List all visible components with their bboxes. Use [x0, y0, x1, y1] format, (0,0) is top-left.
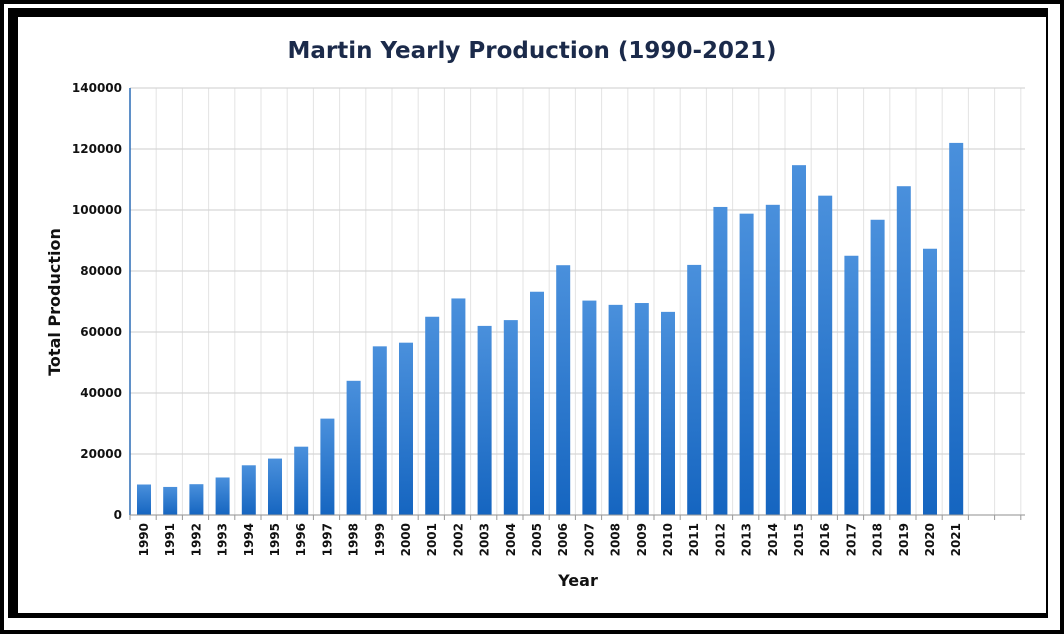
- x-tick-label: 2003: [478, 523, 492, 556]
- bar-1998: [346, 380, 361, 515]
- x-tick-label: 1990: [137, 523, 151, 556]
- bar-2009: [634, 303, 649, 515]
- x-tick-label: 2007: [582, 523, 596, 556]
- y-tick-labels: 0 20000 40000 60000 80000 100000 120000 140000: [72, 81, 122, 522]
- bar-1992: [189, 484, 204, 515]
- bar-1994: [241, 465, 256, 515]
- bar-1995: [268, 458, 282, 515]
- y-tick-label: 40000: [80, 386, 122, 400]
- x-tick-label: 1999: [373, 523, 387, 556]
- bar-2021: [949, 142, 964, 515]
- x-tick-label: 2016: [818, 523, 832, 556]
- x-tick-label: 2005: [530, 523, 544, 556]
- y-tick-label: 120000: [72, 142, 122, 156]
- x-tick-label: 2020: [923, 523, 937, 556]
- x-tick-label: 2019: [897, 523, 911, 556]
- x-tick-label: 2018: [871, 523, 885, 556]
- x-tick-label: 2011: [687, 523, 701, 556]
- chart-title: Martin Yearly Production (1990-2021): [287, 38, 776, 64]
- bar-2003: [477, 325, 492, 515]
- bar-2007: [582, 300, 597, 515]
- bar-2020: [923, 248, 937, 516]
- bar-2000: [399, 342, 413, 515]
- x-tick-label: 2012: [713, 523, 727, 556]
- bar-2002: [451, 298, 466, 515]
- bar-1999: [372, 346, 387, 515]
- x-tick-label: 1991: [163, 523, 177, 556]
- bar-1993: [215, 477, 230, 515]
- bar-1991: [163, 486, 178, 515]
- x-tick-label: 1997: [320, 523, 334, 556]
- x-tick-label: 2021: [949, 523, 963, 556]
- x-tick-label: 1998: [347, 523, 361, 556]
- bar-2014: [765, 204, 780, 515]
- y-tick-label: 80000: [80, 264, 122, 278]
- bar-1996: [294, 446, 309, 515]
- x-axis-title: Year: [557, 571, 598, 590]
- bars-group: [137, 142, 964, 516]
- x-tick-label: 2013: [740, 523, 754, 556]
- bar-1990: [137, 484, 151, 515]
- x-tick-label: 1995: [268, 523, 282, 556]
- x-tick-label: 2001: [425, 523, 439, 556]
- x-tick-label: 2006: [556, 523, 570, 556]
- bar-2015: [792, 165, 806, 516]
- x-tick-label: 2000: [399, 523, 413, 556]
- x-tick-label: 1993: [216, 523, 230, 556]
- x-tick-label: 2010: [661, 523, 675, 556]
- x-tick-labels: 1990 1991 1992 1993 1994 1995 1996 1997 1998 1999…: [137, 523, 963, 556]
- y-tick-label: 100000: [72, 203, 122, 217]
- bar-1997: [320, 418, 335, 515]
- bar-2018: [870, 219, 885, 515]
- x-tick-label: 1992: [189, 523, 203, 556]
- bar-2004: [503, 320, 518, 515]
- x-tick-label: 2015: [792, 523, 806, 556]
- bar-2019: [896, 186, 911, 515]
- axes: [129, 88, 1025, 520]
- y-axis-title: Total Production: [45, 228, 64, 376]
- y-tick-label: 20000: [80, 447, 122, 461]
- bar-2010: [661, 311, 675, 515]
- bar-2011: [687, 264, 702, 515]
- x-tick-label: 2004: [504, 523, 518, 556]
- bar-2008: [608, 304, 623, 515]
- bar-2006: [556, 265, 571, 515]
- x-tick-label: 1996: [294, 523, 308, 556]
- bar-2013: [739, 213, 754, 515]
- y-tick-label: 60000: [80, 325, 122, 339]
- x-tick-label: 2014: [766, 523, 780, 556]
- x-tick-label: 2002: [451, 523, 465, 556]
- bar-2001: [425, 316, 440, 515]
- x-tick-label: 2009: [635, 523, 649, 556]
- x-tick-label: 2008: [609, 523, 623, 556]
- x-tick-label: 2017: [844, 523, 858, 556]
- bar-2005: [530, 291, 544, 515]
- bar-2012: [713, 206, 728, 515]
- bar-2016: [818, 195, 833, 516]
- bar-2017: [844, 255, 859, 515]
- x-tick-label: 1994: [242, 523, 256, 556]
- y-tick-label: 0: [114, 508, 122, 522]
- gridlines: [129, 87, 1025, 516]
- y-tick-label: 140000: [72, 81, 122, 95]
